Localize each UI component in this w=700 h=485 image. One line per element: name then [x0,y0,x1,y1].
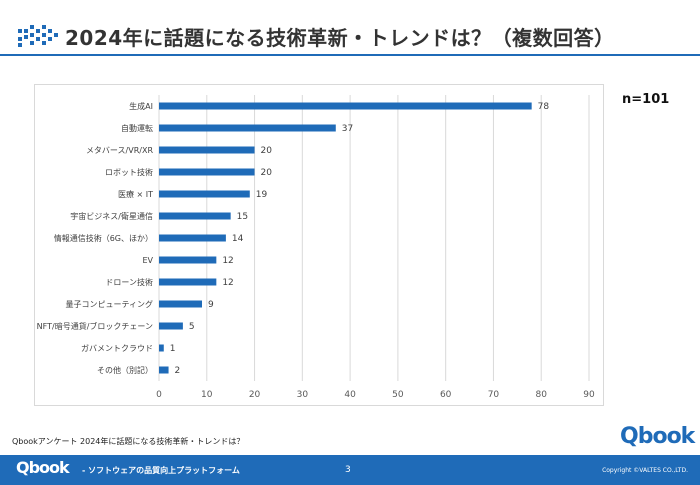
bar-3 [159,168,255,176]
bar-0 [159,102,532,110]
category-label-8: ドローン技術 [105,277,153,287]
value-label-12: 2 [175,366,181,376]
value-label-9: 9 [208,300,214,310]
bar-8 [159,278,217,286]
category-label-5: 宇宙ビジネス/衛星通信 [70,211,153,221]
bar-6 [159,234,226,242]
dot-grid-icon [18,25,58,47]
value-label-8: 12 [222,278,233,288]
x-tick-label-20: 20 [249,390,261,400]
x-tick-label-50: 50 [392,390,404,400]
value-label-1: 37 [342,124,353,134]
category-label-1: 自動運転 [121,123,153,133]
bar-9 [159,300,202,308]
brand-logo: Qbook [620,424,695,449]
category-label-7: EV [142,256,153,265]
category-label-10: NFT/暗号通貨/ブロックチェーン [37,321,153,331]
x-tick-label-60: 60 [440,390,452,400]
footer-logo: Qbook [16,458,70,477]
value-label-6: 14 [232,234,244,244]
slide-title: 2024年に話題になる技術革新・トレンドは？（複数回答） [65,26,615,50]
value-label-11: 1 [170,344,176,354]
category-label-4: 医療 × IT [118,189,153,199]
category-label-9: 量子コンピューティング [65,299,153,309]
bar-5 [159,212,231,220]
x-tick-label-10: 10 [201,390,213,400]
bar-10 [159,322,183,330]
source-footnote: Qbookアンケート 2024年に話題になる技術革新・トレンドは？ [12,437,245,446]
title-underline [0,54,700,56]
category-label-12: その他（別記） [97,365,153,375]
value-label-3: 20 [261,168,273,178]
bar-12 [159,366,169,374]
page-number: 3 [345,465,351,475]
value-label-0: 78 [538,102,550,112]
category-label-6: 情報通信技術（6G、ほか） [54,233,153,243]
value-label-5: 15 [237,212,248,222]
chart-frame: 0 10 20 30 40 50 60 70 80 90 生成AI 78 自動運転 37 メタバース/VR/… [34,84,604,406]
x-tick-label-40: 40 [344,390,356,400]
x-tick-label-0: 0 [156,390,162,400]
category-label-2: メタバース/VR/XR [86,146,154,155]
sample-size-label: n=101 [622,92,670,107]
bar-11 [159,344,164,352]
bar-1 [159,124,336,132]
category-label-0: 生成AI [129,101,153,111]
value-label-7: 12 [222,256,233,266]
bar-7 [159,256,217,264]
bar-2 [159,146,255,154]
title-area: 2024年に話題になる技術革新・トレンドは？（複数回答） [0,0,700,60]
category-label-11: ガバメントクラウド [81,343,153,353]
value-label-10: 5 [189,322,195,332]
bar-chart: 0 10 20 30 40 50 60 70 80 90 生成AI 78 自動運転 37 メタバース/VR/… [37,95,595,400]
value-label-2: 20 [261,146,273,156]
footer-bar: Qbook - ソフトウェアの品質向上プラットフォーム 3 Copyright … [0,455,700,485]
value-label-4: 19 [256,190,268,200]
footer-tagline: - ソフトウェアの品質向上プラットフォーム [82,466,240,475]
x-tick-label-90: 90 [583,390,595,400]
x-tick-label-70: 70 [488,390,500,400]
x-tick-label-80: 80 [535,390,547,400]
x-tick-label-30: 30 [297,390,309,400]
bar-4 [159,190,250,198]
copyright: Copyright ©VALTES CO.,LTD. [602,467,688,474]
category-label-3: ロボット技術 [105,167,153,177]
